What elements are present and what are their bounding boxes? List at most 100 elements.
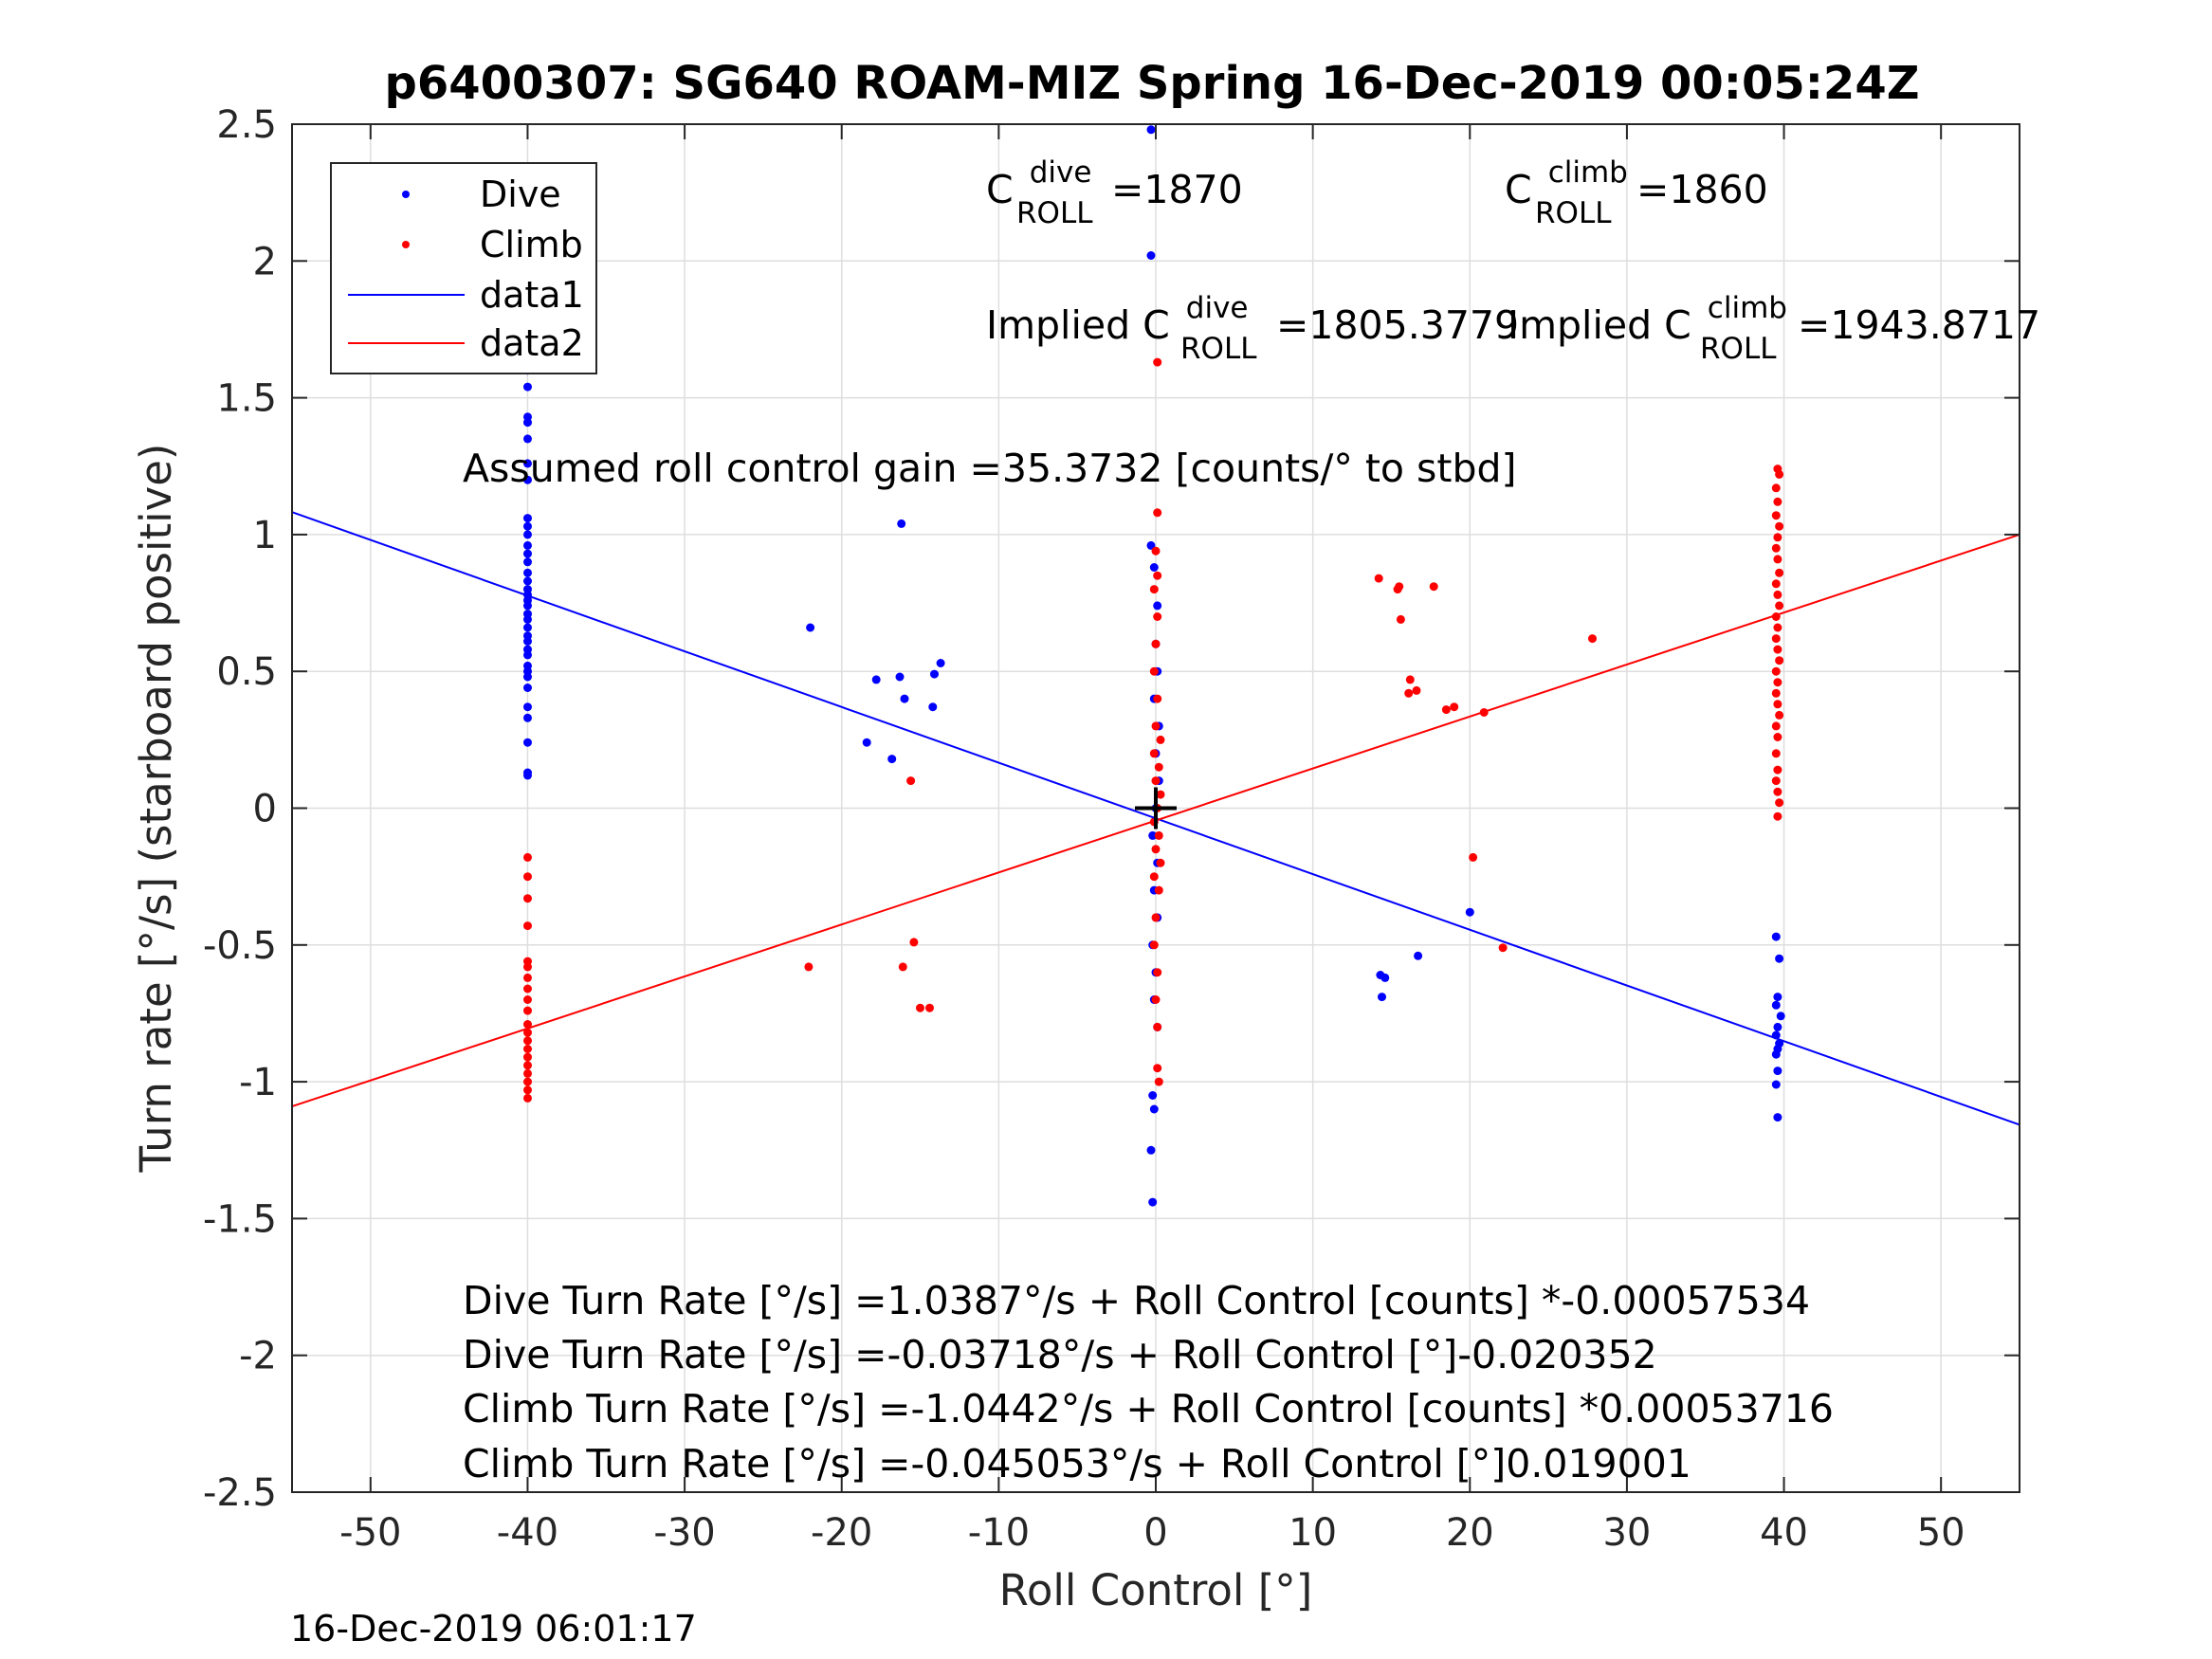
climb-point <box>1151 546 1161 556</box>
climb-point <box>523 1068 532 1078</box>
climb-point <box>523 973 532 982</box>
dive-point <box>1148 1197 1158 1207</box>
climb-point <box>1153 357 1162 367</box>
climb-point <box>1153 694 1162 703</box>
fit-equation-dive-degrees: Dive Turn Rate [°/s] =-0.03718°/s + Roll… <box>463 1332 1657 1377</box>
climb-point <box>1153 1064 1162 1073</box>
y-tick-label: 0.5 <box>216 650 277 694</box>
climb-point <box>1773 811 1782 821</box>
dive-point <box>895 672 905 682</box>
climb-point <box>1156 790 1165 799</box>
dive-point <box>523 672 532 682</box>
implied-climb-value: =1943.8717 <box>1798 302 2040 348</box>
climb-point <box>925 1003 934 1012</box>
c-climb-base: C <box>1505 167 1532 212</box>
climb-point <box>1153 571 1162 580</box>
climb-point <box>1441 705 1451 715</box>
legend: Dive Climb data1 data2 <box>330 162 597 374</box>
climb-point <box>1151 776 1161 786</box>
climb-point <box>523 1006 532 1015</box>
y-tick-label: -1.5 <box>203 1197 277 1241</box>
implied-climb-sup: climb <box>1708 291 1787 325</box>
fit-equations: Dive Turn Rate [°/s] =1.0387°/s + Roll C… <box>463 1278 1834 1486</box>
climb-point <box>523 852 532 862</box>
climb-point <box>898 962 907 972</box>
implied-climb-base: Implied C <box>1508 302 1691 348</box>
dive-point <box>1775 954 1784 963</box>
dive-point <box>523 576 532 586</box>
climb-point <box>1469 852 1478 862</box>
implied-dive-sup: dive <box>1186 291 1249 325</box>
dive-point <box>1146 251 1156 260</box>
x-tick-label: -10 <box>968 1511 1030 1555</box>
climb-point <box>1775 469 1784 479</box>
legend-data1-label: data1 <box>480 274 584 316</box>
x-tick-label: 30 <box>1602 1511 1651 1555</box>
climb-point <box>523 1052 532 1062</box>
annotation-c-dive: C dive ROLL =1870 <box>986 146 1243 232</box>
dive-point <box>1771 1080 1781 1089</box>
c-dive-value: =1870 <box>1111 167 1243 212</box>
climb-point <box>1149 872 1159 882</box>
dive-point <box>1771 932 1781 941</box>
climb-point <box>916 1003 924 1012</box>
dive-point <box>1380 973 1390 982</box>
dive-point <box>523 568 532 577</box>
y-axis-label: Turn rate [°/s] (starboard positive) <box>131 444 181 1174</box>
climb-point <box>1773 678 1782 687</box>
climb-point <box>1775 601 1784 611</box>
dive-point <box>523 684 532 692</box>
climb-point <box>523 894 532 903</box>
climb-point <box>804 962 814 972</box>
x-axis-label: Roll Control [°] <box>999 1565 1313 1615</box>
climb-point <box>909 938 919 947</box>
c-climb-value: =1860 <box>1636 167 1768 212</box>
dive-point <box>523 549 532 558</box>
c-dive-base: C <box>986 167 1014 212</box>
legend-climb-label: Climb <box>480 224 583 265</box>
legend-data2-label: data2 <box>480 322 584 364</box>
climb-point <box>523 872 532 882</box>
climb-point <box>1775 710 1784 720</box>
climb-point <box>1149 749 1159 758</box>
climb-point <box>1771 634 1781 644</box>
climb-point <box>1156 735 1165 744</box>
climb-point <box>523 1085 532 1095</box>
dive-point <box>523 521 532 531</box>
y-tick-label: 1.5 <box>216 377 277 421</box>
climb-point <box>1149 940 1159 950</box>
climb-point <box>1773 533 1782 542</box>
dive-point <box>523 713 532 722</box>
climb-point <box>1154 1077 1163 1086</box>
x-tick-label: 10 <box>1289 1511 1337 1555</box>
y-tick-label: 1 <box>253 514 277 557</box>
dive-point <box>928 702 938 712</box>
climb-point <box>1429 582 1438 592</box>
c-dive-sup: dive <box>1030 155 1092 190</box>
climb-point <box>1771 483 1781 493</box>
x-tick-label: 50 <box>1917 1511 1965 1555</box>
dive-point <box>1149 1104 1159 1114</box>
x-tick-label: 0 <box>1143 1511 1167 1555</box>
legend-climb-marker <box>402 241 410 248</box>
annotation-implied-climb: Implied C climb ROLL =1943.8717 <box>1508 282 2040 368</box>
annotation-c-climb: C climb ROLL =1860 <box>1505 146 1768 232</box>
climb-point <box>1395 582 1404 592</box>
climb-point <box>1771 579 1781 589</box>
dive-point <box>523 557 532 567</box>
dive-point <box>523 530 532 539</box>
climb-point <box>1405 675 1415 684</box>
climb-point <box>523 1061 532 1070</box>
dive-point <box>523 771 532 780</box>
dive-point <box>1148 830 1158 840</box>
climb-point <box>1153 1022 1162 1031</box>
dive-point <box>1414 951 1423 960</box>
climb-point <box>523 1020 532 1029</box>
x-tick-label: 20 <box>1446 1511 1494 1555</box>
climb-point <box>1771 749 1781 758</box>
climb-point <box>1775 521 1784 531</box>
climb-point <box>523 1045 532 1053</box>
dive-point <box>523 738 532 747</box>
y-tick-label: -0.5 <box>203 924 277 968</box>
